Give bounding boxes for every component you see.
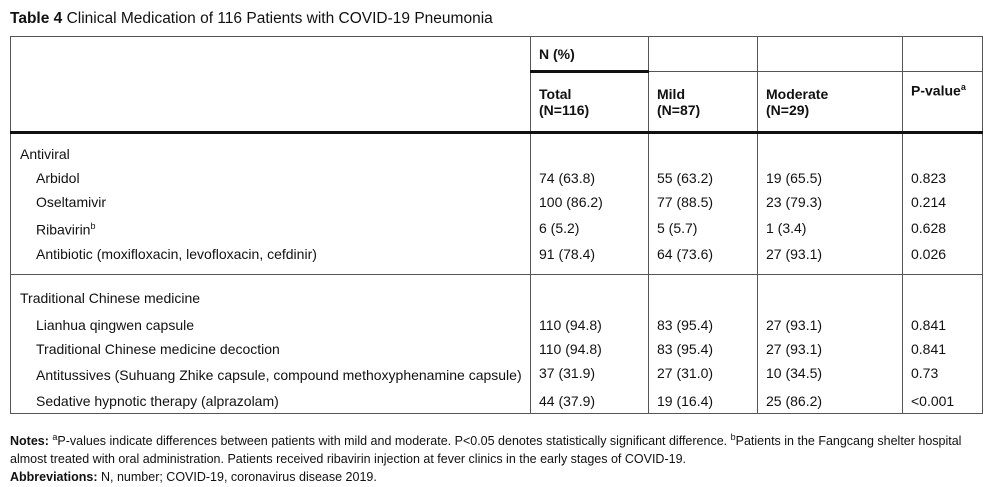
moderate-cell: 27 (93.1): [757, 241, 903, 266]
table-row: Oseltamivir 100 (86.2) 77 (88.5) 23 (79.…: [11, 190, 983, 214]
header-empty: [757, 36, 903, 72]
mild-cell: 83 (95.4): [648, 312, 758, 337]
row-label: Oseltamivir: [36, 194, 107, 210]
mild-cell: 77 (88.5): [648, 190, 758, 214]
row-label: Traditional Chinese medicine decoction: [36, 340, 280, 357]
moderate-cell: 10 (34.5): [757, 360, 903, 389]
row-label: Arbidol: [36, 170, 80, 186]
row-label: Antitussives (Suhuang Zhike capsule, com…: [36, 366, 522, 383]
mild-cell: 55 (63.2): [648, 166, 758, 190]
empty-cell: [757, 132, 903, 166]
mild-cell: 19 (16.4): [648, 388, 758, 414]
table-row: Lianhua qingwen capsule 110 (94.8) 83 (9…: [11, 312, 983, 337]
header-blank: [10, 36, 531, 134]
p-value-cell: 0.73: [902, 360, 983, 389]
mild-cell: 83 (95.4): [648, 336, 758, 361]
table-row: Antibiotic (moxifloxacin, levofloxacin, …: [11, 241, 983, 266]
header-p-value: P-valuea: [902, 71, 983, 134]
row-label: Ribavirinb: [36, 221, 96, 238]
row-label: Antibiotic (moxifloxacin, levofloxacin, …: [36, 245, 317, 262]
group-row: Antiviral: [11, 132, 983, 166]
table-notes: Notes: aP-values indicate differences be…: [10, 428, 985, 486]
empty-cell: [648, 273, 758, 313]
table-row: Antitussives (Suhuang Zhike capsule, com…: [11, 360, 983, 389]
empty-cell: [902, 273, 983, 313]
header-group-n: N (%): [530, 36, 649, 73]
table-row: Traditional Chinese medicine decoction 1…: [11, 336, 983, 361]
p-value-cell: <0.001: [902, 388, 983, 414]
total-cell: 37 (31.9): [530, 360, 649, 389]
header-empty: [648, 36, 758, 72]
total-cell: 91 (78.4): [530, 241, 649, 266]
moderate-cell: 25 (86.2): [757, 388, 903, 414]
header-mild: Mild (N=87): [648, 71, 758, 134]
p-value-cell: 0.823: [902, 166, 983, 190]
group-label: Traditional Chinese medicine: [10, 273, 531, 313]
moderate-cell: 23 (79.3): [757, 190, 903, 214]
total-cell: 110 (94.8): [530, 312, 649, 337]
mild-cell: 5 (5.7): [648, 214, 758, 242]
mild-cell: 64 (73.6): [648, 241, 758, 266]
moderate-cell: 27 (93.1): [757, 336, 903, 361]
empty-cell: [648, 132, 758, 166]
table-row: Sedative hypnotic therapy (alprazolam) 4…: [11, 388, 983, 414]
row-label: Sedative hypnotic therapy (alprazolam): [36, 392, 279, 409]
total-cell: 6 (5.2): [530, 214, 649, 242]
group-row: Traditional Chinese medicine: [10, 273, 983, 313]
empty-cell: [530, 132, 649, 166]
medication-table: N (%) Total (N=116) Mild (N=87) Moderate (N…: [10, 36, 983, 414]
mild-cell: 27 (31.0): [648, 360, 758, 389]
p-value-cell: 0.841: [902, 336, 983, 361]
total-cell: 44 (37.9): [530, 388, 649, 414]
empty-cell: [757, 273, 903, 313]
table-row: Arbidol 74 (63.8) 55 (63.2) 19 (65.5) 0.…: [11, 166, 983, 190]
table-title: Table 4 Clinical Medication of 116 Patie…: [10, 10, 493, 28]
table-caption: Clinical Medication of 116 Patients with…: [66, 10, 493, 27]
moderate-cell: 1 (3.4): [757, 214, 903, 242]
header-empty: [902, 36, 983, 72]
p-value-cell: 0.214: [902, 190, 983, 214]
empty-cell: [902, 132, 983, 166]
total-cell: 74 (63.8): [530, 166, 649, 190]
p-value-cell: 0.841: [902, 312, 983, 337]
moderate-cell: 27 (93.1): [757, 312, 903, 337]
total-cell: 100 (86.2): [530, 190, 649, 214]
p-value-cell: 0.628: [902, 214, 983, 242]
header-moderate: Moderate (N=29): [757, 71, 903, 134]
spacer-row: [11, 265, 983, 275]
table-number: Table 4: [10, 10, 63, 27]
abbreviations: Abbreviations: N, number; COVID-19, coro…: [10, 470, 377, 485]
row-label: Lianhua qingwen capsule: [36, 316, 195, 333]
group-label: Antiviral: [20, 146, 70, 162]
empty-cell: [530, 273, 649, 313]
total-cell: 110 (94.8): [530, 336, 649, 361]
p-value-cell: 0.026: [902, 241, 983, 266]
table-row: Ribavirinb 6 (5.2) 5 (5.7) 1 (3.4) 0.628: [11, 214, 983, 242]
header-total: Total (N=116): [530, 71, 649, 134]
moderate-cell: 19 (65.5): [757, 166, 903, 190]
